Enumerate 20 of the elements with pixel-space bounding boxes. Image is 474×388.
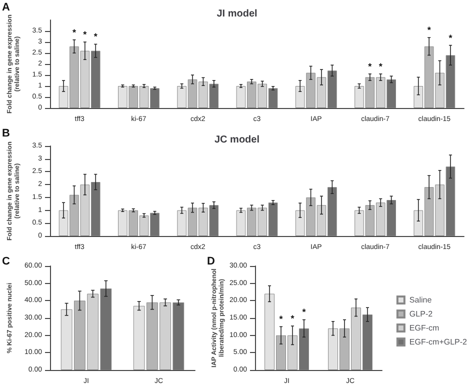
data-label: *	[378, 61, 383, 72]
legend-label: EGF-cm+GLP-2	[409, 338, 468, 346]
data-label: *	[94, 32, 98, 42]
data-label: *	[290, 313, 295, 324]
data-label: *	[279, 314, 284, 324]
text: B	[2, 128, 10, 140]
data-label: *	[448, 32, 453, 43]
data-label: *	[83, 30, 88, 40]
data-label: *	[427, 25, 432, 36]
legend-label: GLP-2	[409, 310, 434, 318]
legend-label: EGF-cm	[409, 324, 440, 332]
chart-title: JC model	[214, 134, 260, 146]
chart-title: JI model	[216, 8, 258, 20]
data-label: *	[368, 61, 372, 72]
text: D	[207, 256, 215, 268]
text: C	[2, 256, 10, 268]
data-label: *	[302, 307, 306, 318]
text: A	[2, 2, 10, 14]
data-label: *	[72, 27, 76, 38]
legend-label: Saline	[409, 296, 432, 304]
